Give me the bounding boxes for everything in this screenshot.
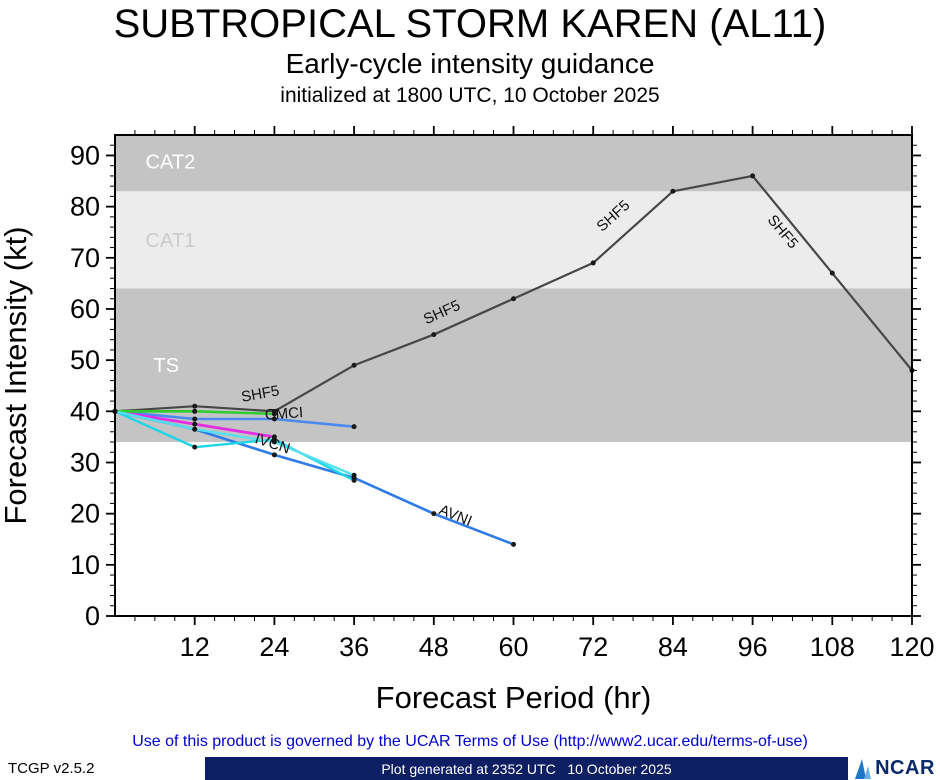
svg-text:84: 84 <box>658 632 688 662</box>
data-point <box>351 472 357 478</box>
svg-text:108: 108 <box>810 632 855 662</box>
data-point <box>750 173 756 179</box>
series-line-unlabeled-cyan-b <box>113 410 356 477</box>
svg-text:72: 72 <box>578 632 608 662</box>
data-point <box>829 270 835 276</box>
data-point <box>511 541 516 547</box>
data-point <box>351 424 357 430</box>
x-tick-labels: 12 24 36 48 60 72 84 96 108 120 <box>180 632 935 662</box>
svg-text:60: 60 <box>498 632 528 662</box>
svg-text:48: 48 <box>419 632 449 662</box>
ncar-logo-text: NCAR <box>875 757 935 779</box>
svg-text:96: 96 <box>738 632 768 662</box>
data-point <box>271 452 277 458</box>
storm-title: SUBTROPICAL STORM KAREN (AL11) <box>113 2 827 46</box>
svg-text:10: 10 <box>70 550 100 580</box>
data-point <box>351 477 357 483</box>
series-label-AVNI: AVNI <box>437 501 475 529</box>
svg-text:70: 70 <box>70 243 100 273</box>
ncar-logo-mark <box>855 758 872 779</box>
band-label-CAT2: CAT2 <box>146 151 196 173</box>
data-point <box>192 408 198 414</box>
series-line-CMCI <box>113 410 356 428</box>
svg-text:120: 120 <box>889 632 934 662</box>
band-label-CAT1: CAT1 <box>146 230 196 252</box>
band-TS <box>115 288 912 443</box>
data-point <box>271 439 277 445</box>
x-axis-title: Forecast Period (hr) <box>376 680 652 715</box>
terms-of-use-text: Use of this product is governed by the U… <box>132 733 808 750</box>
category-bands: TS CAT1 CAT2 <box>115 135 912 443</box>
data-point <box>192 416 198 422</box>
plot-border <box>114 134 913 617</box>
data-point <box>670 188 676 194</box>
init-time-line: initialized at 1800 UTC, 10 October 2025 <box>280 84 660 107</box>
data-point <box>192 426 198 432</box>
data-point <box>271 416 277 422</box>
ncar-logo: NCAR <box>848 757 940 780</box>
y-axis-title: Forecast Intensity (kt) <box>0 226 33 524</box>
data-point <box>192 403 198 409</box>
data-point <box>271 411 277 417</box>
svg-text:90: 90 <box>70 140 100 170</box>
data-point <box>351 362 357 368</box>
data-point <box>192 444 198 450</box>
svg-text:40: 40 <box>70 396 100 426</box>
data-point <box>590 260 596 266</box>
svg-text:36: 36 <box>339 632 369 662</box>
bottom-bar: TCGP v2.5.2 Plot generated at 2352 UTC 1… <box>0 757 940 780</box>
data-point <box>192 421 198 427</box>
product-subtitle: Early-cycle intensity guidance <box>285 48 655 79</box>
svg-text:30: 30 <box>70 447 100 477</box>
generated-timestamp: Plot generated at 2352 UTC 10 October 20… <box>205 757 848 780</box>
data-point <box>511 296 516 302</box>
data-point <box>431 511 437 517</box>
svg-text:12: 12 <box>180 632 210 662</box>
y-tick-labels: 0 10 20 30 40 50 60 70 80 90 <box>70 140 100 631</box>
version-label: TCGP v2.5.2 <box>0 757 205 780</box>
data-point <box>431 332 437 338</box>
series-label-CMCI: CMCI <box>264 404 303 424</box>
svg-text:50: 50 <box>70 345 100 375</box>
svg-text:60: 60 <box>70 294 100 324</box>
series-label-SHF5: SHF5 <box>240 382 281 405</box>
band-CAT2 <box>115 135 912 192</box>
svg-text:20: 20 <box>70 499 100 529</box>
svg-text:80: 80 <box>70 192 100 222</box>
svg-text:24: 24 <box>259 632 289 662</box>
data-points <box>112 173 915 547</box>
svg-text:0: 0 <box>85 601 100 631</box>
band-label-TS: TS <box>154 355 180 377</box>
